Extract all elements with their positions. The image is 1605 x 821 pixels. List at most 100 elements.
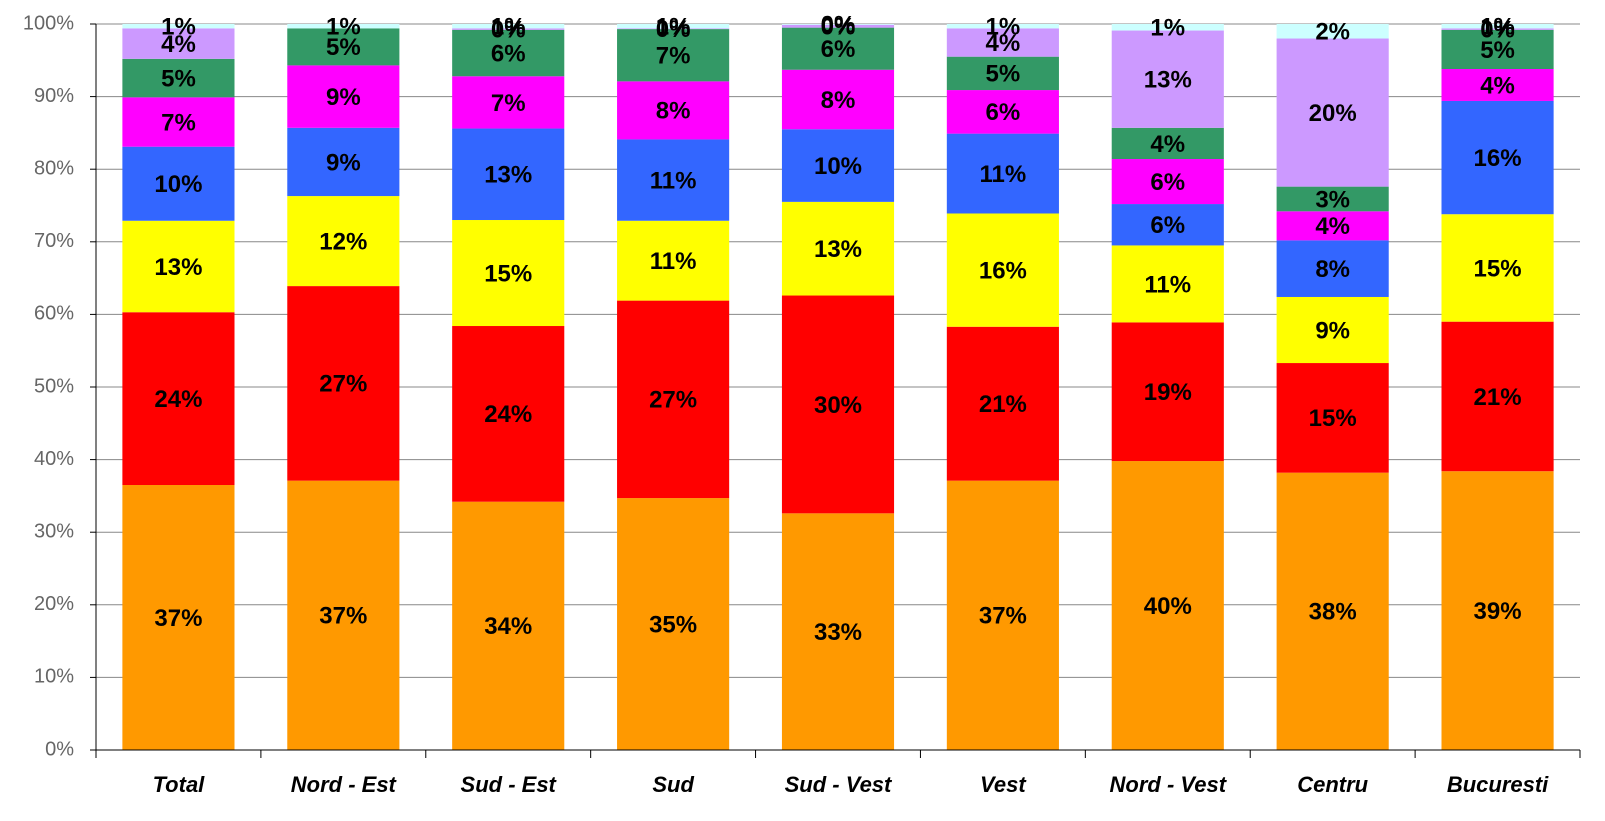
bar-segment <box>122 58 235 98</box>
bar-segment <box>287 28 400 66</box>
bar-segment <box>617 139 730 221</box>
bar-segment <box>617 24 730 29</box>
data-label: 10% <box>814 153 862 180</box>
y-tick-label: 0% <box>45 738 74 760</box>
data-label: 6% <box>1150 212 1185 239</box>
bar-segment <box>1276 211 1389 241</box>
data-label: 13% <box>154 254 202 281</box>
bar-segment <box>1111 159 1224 205</box>
y-tick-label: 80% <box>34 157 74 179</box>
data-label: 24% <box>484 401 532 428</box>
bar-segment <box>781 295 895 514</box>
bar-segment <box>946 56 1059 91</box>
data-label: 6% <box>1150 169 1185 196</box>
data-label: 19% <box>1144 379 1192 406</box>
y-tick-label: 100% <box>23 12 74 34</box>
data-label: 37% <box>979 603 1027 630</box>
data-label: 4% <box>1480 72 1515 99</box>
bar-segment <box>946 213 1059 327</box>
data-label: 0% <box>491 16 526 43</box>
bar-segment <box>452 76 565 129</box>
data-label: 21% <box>1474 384 1522 411</box>
bar-segment <box>1276 186 1389 212</box>
bar-segment <box>1111 204 1224 246</box>
data-label: 9% <box>326 149 361 176</box>
bar-segment <box>1441 29 1554 70</box>
bar-segment <box>287 24 400 29</box>
bar-segment <box>1441 28 1554 30</box>
data-label: 4% <box>986 30 1021 57</box>
bar-segment <box>122 28 235 59</box>
bar-segment <box>122 485 235 750</box>
data-label: 0% <box>656 16 691 43</box>
data-label: 0% <box>821 14 856 41</box>
bar-segment <box>452 128 565 221</box>
bar-segment <box>287 480 400 750</box>
bar-segment <box>781 201 895 296</box>
bar-segment <box>617 220 730 301</box>
data-label: 15% <box>1474 255 1522 282</box>
x-tick-label: Nord - Vest <box>1110 772 1228 797</box>
data-label: 12% <box>319 228 367 255</box>
data-label: 24% <box>154 386 202 413</box>
data-label: 11% <box>650 248 697 275</box>
bar-segment <box>781 24 895 25</box>
data-label: 8% <box>656 98 691 125</box>
bar-segment <box>1111 461 1224 750</box>
bar-segment <box>1111 24 1224 31</box>
data-label: 1% <box>986 14 1021 41</box>
bar-segment <box>781 24 895 28</box>
bar-segment <box>1111 30 1224 128</box>
bar-segment <box>946 326 1059 481</box>
data-label: 27% <box>649 387 697 414</box>
x-tick-label: Sud <box>652 772 694 797</box>
data-label: 8% <box>1315 256 1350 283</box>
bar-segment <box>287 196 400 287</box>
bar-segment <box>946 90 1059 134</box>
data-label: 7% <box>656 43 691 70</box>
bar-segment <box>946 480 1059 750</box>
data-label: 1% <box>1150 15 1185 42</box>
data-label: 16% <box>1474 145 1522 172</box>
y-tick-label: 40% <box>34 448 74 470</box>
data-label: 9% <box>1315 317 1350 344</box>
data-label: 1% <box>1480 14 1515 41</box>
y-tick-label: 70% <box>34 230 74 252</box>
y-tick-label: 90% <box>34 85 74 107</box>
bar-segment <box>452 29 565 77</box>
data-label: 2% <box>1315 19 1350 46</box>
y-tick-label: 60% <box>34 303 74 325</box>
bar-segment <box>781 27 895 70</box>
data-label: 1% <box>656 14 691 41</box>
data-label: 37% <box>154 605 202 632</box>
x-tick-label: Vest <box>980 772 1027 797</box>
bar-segment <box>946 24 1059 29</box>
bar-segment <box>452 501 565 750</box>
bar-segment <box>617 28 730 30</box>
data-label: 5% <box>1480 37 1515 64</box>
y-tick-label: 20% <box>34 593 74 615</box>
y-tick-label: 30% <box>34 520 74 542</box>
data-label: 21% <box>979 391 1027 418</box>
data-label: 5% <box>161 65 196 92</box>
bar-segment <box>122 312 235 486</box>
data-label: 8% <box>821 87 856 114</box>
data-label: 33% <box>814 619 862 646</box>
bar-segment <box>781 513 895 750</box>
data-label: 6% <box>491 40 526 67</box>
data-label: 1% <box>161 14 196 41</box>
data-label: 0% <box>821 12 856 39</box>
bar-segment <box>1276 472 1389 750</box>
bar-segment <box>452 220 565 327</box>
data-label: 34% <box>484 613 532 640</box>
bar-segment <box>452 24 565 29</box>
bar-segment <box>287 286 400 481</box>
data-label: 20% <box>1309 100 1357 127</box>
x-tick-label: Total <box>153 772 206 797</box>
bar-segment <box>617 81 730 140</box>
bar-segment <box>1441 69 1554 101</box>
data-label: 5% <box>326 34 361 61</box>
data-label: 13% <box>484 162 532 189</box>
data-label: 7% <box>161 109 196 136</box>
